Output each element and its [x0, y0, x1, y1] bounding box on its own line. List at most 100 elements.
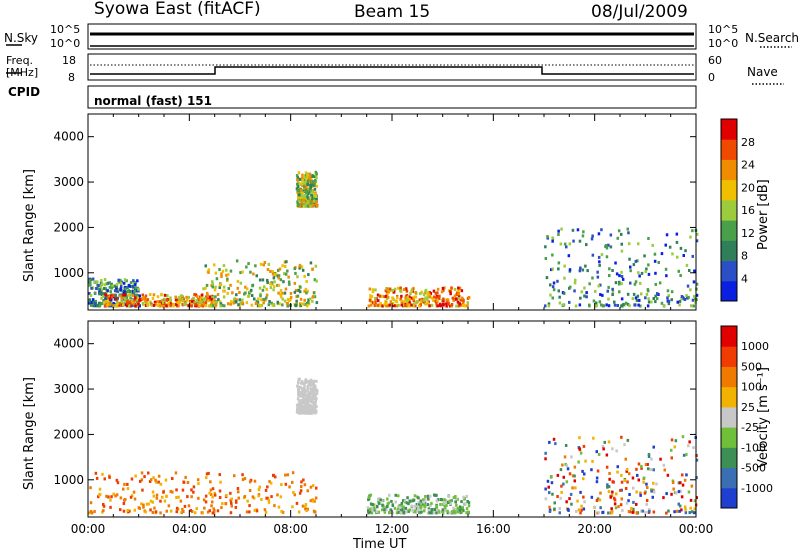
heatmap-cell [235, 259, 239, 263]
heatmap-cell [403, 499, 407, 503]
heatmap-cell [102, 509, 105, 513]
heatmap-cell [266, 281, 269, 284]
heatmap-cell [562, 291, 566, 295]
heatmap-cell [634, 296, 638, 300]
heatmap-cell [315, 176, 318, 180]
heatmap-cell [568, 242, 572, 246]
heatmap-cell [94, 304, 97, 308]
heatmap-cell [370, 511, 374, 515]
heatmap-cell [136, 296, 139, 300]
heatmap-cell [306, 388, 309, 392]
power-heatmap [88, 170, 699, 308]
heatmap-cell [631, 510, 635, 514]
heatmap-cell [219, 283, 223, 287]
heatmap-cell [249, 270, 252, 274]
heatmap-cell [613, 498, 617, 502]
heatmap-cell [114, 297, 118, 301]
heatmap-cell [161, 304, 164, 308]
heatmap-cell [232, 301, 236, 305]
heatmap-cell [198, 297, 202, 301]
heatmap-cell [276, 283, 279, 287]
heatmap-cell [547, 302, 551, 306]
heatmap-cell [693, 499, 697, 503]
heatmap-cell [125, 279, 128, 283]
heatmap-cell [455, 503, 458, 507]
heatmap-cell [237, 490, 240, 494]
colorbar-segment [721, 326, 737, 347]
heatmap-cell [250, 294, 254, 297]
heatmap-cell [447, 289, 451, 293]
heatmap-cell [458, 304, 461, 308]
heatmap-cell [640, 292, 643, 296]
heatmap-cell [422, 509, 426, 513]
heatmap-cell [306, 406, 309, 410]
heatmap-cell [444, 506, 447, 510]
heatmap-cell [165, 304, 168, 308]
heatmap-cell [225, 268, 228, 272]
heatmap-cell [289, 298, 292, 302]
heatmap-cell [88, 277, 92, 281]
y-tick-label: 1000 [53, 266, 84, 280]
heatmap-cell [564, 444, 568, 447]
heatmap-cell [441, 508, 445, 512]
freq-label-1: Freq. [6, 54, 34, 67]
heatmap-cell [402, 505, 405, 509]
heatmap-cell [144, 299, 147, 303]
heatmap-cell [683, 505, 687, 509]
heatmap-cell [647, 237, 650, 240]
heatmap-cell [378, 294, 382, 298]
heatmap-cell [309, 261, 313, 265]
heatmap-cell [163, 293, 167, 297]
y-tick-label: 2000 [53, 427, 84, 441]
x-axis-label: Time UT [353, 537, 407, 552]
heatmap-cell [303, 289, 306, 293]
heatmap-cell [286, 304, 289, 308]
heatmap-cell [299, 489, 303, 493]
colorbar-tick-label: -500 [741, 462, 766, 475]
heatmap-cell [218, 286, 221, 289]
heatmap-cell [132, 279, 135, 283]
heatmap-cell [628, 493, 631, 496]
heatmap-cell [135, 304, 139, 308]
heatmap-cell [253, 479, 257, 483]
heatmap-cell [563, 264, 566, 268]
heatmap-cell [115, 284, 118, 288]
cpid-panel-frame [87, 85, 697, 109]
heatmap-cell [418, 503, 421, 507]
heatmap-cell [252, 272, 255, 276]
heatmap-cell [204, 494, 208, 498]
heatmap-cell [267, 500, 271, 504]
heatmap-cell [255, 274, 258, 278]
heatmap-cell [610, 507, 613, 511]
heatmap-cell [186, 298, 189, 302]
heatmap-cell [271, 270, 274, 274]
heatmap-cell [662, 496, 665, 500]
heatmap-cell [205, 283, 209, 287]
heatmap-cell [260, 303, 264, 307]
heatmap-cell [225, 494, 228, 497]
heatmap-cell [254, 264, 257, 268]
heatmap-cell [299, 297, 303, 301]
heatmap-cell [647, 467, 650, 471]
heatmap-cell [605, 255, 609, 259]
heatmap-cell [445, 298, 448, 302]
heatmap-cell [438, 304, 442, 308]
heatmap-cell [239, 271, 242, 275]
heatmap-cell [413, 302, 416, 306]
heatmap-cell [602, 304, 605, 308]
heatmap-cell [404, 287, 408, 291]
heatmap-cell [677, 490, 681, 494]
heatmap-cell [176, 300, 179, 304]
x-tick-label: 04:00 [172, 522, 207, 536]
freq-tick-8: 8 [68, 71, 75, 84]
heatmap-cell [645, 482, 648, 486]
heatmap-cell [266, 268, 270, 271]
heatmap-cell [599, 506, 602, 510]
heatmap-cell [378, 502, 381, 505]
heatmap-cell [315, 486, 318, 490]
heatmap-cell [655, 297, 659, 301]
heatmap-cell [690, 304, 693, 308]
heatmap-cell [263, 285, 266, 289]
heatmap-cell [418, 304, 421, 308]
heatmap-cell [314, 198, 317, 202]
